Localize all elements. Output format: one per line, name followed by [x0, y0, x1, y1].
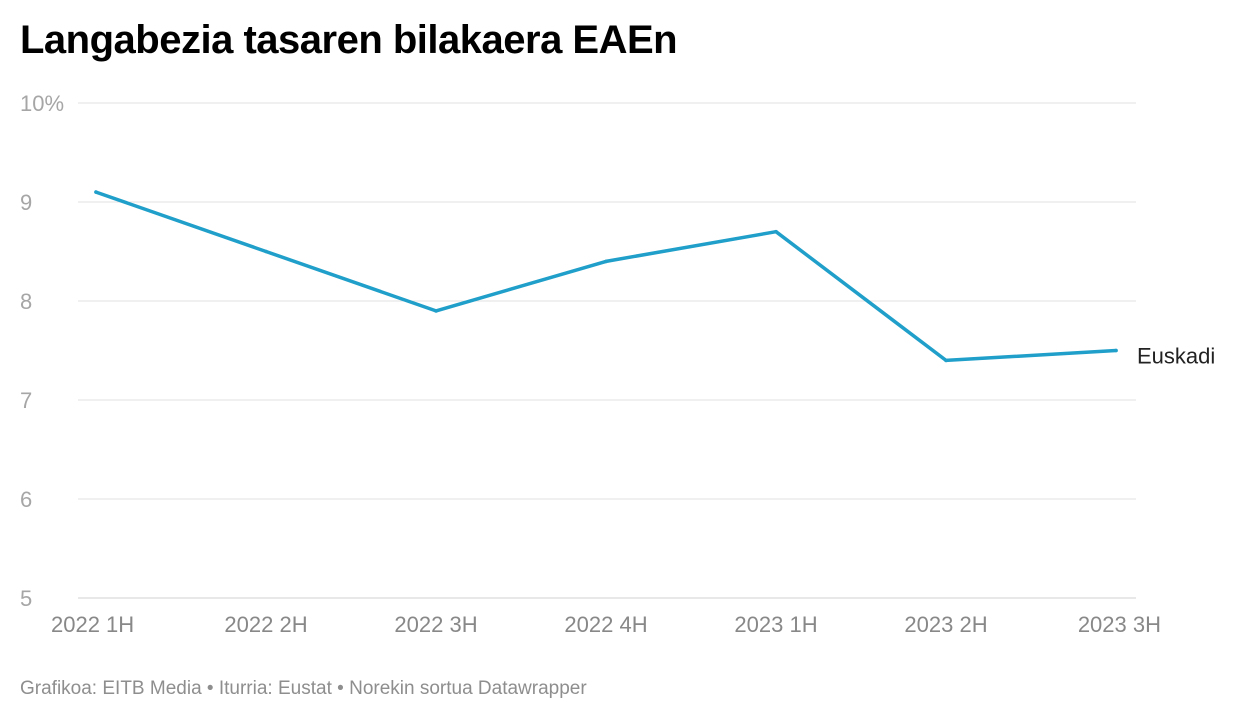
x-tick-label: 2023 3H — [1078, 612, 1161, 637]
footer-separator: • — [206, 678, 214, 699]
data-point — [1114, 348, 1118, 353]
y-tick-label: 10% — [20, 91, 64, 116]
data-point — [944, 358, 948, 363]
data-point — [264, 249, 268, 254]
series-labels: Euskadi — [1137, 344, 1215, 369]
data-point — [94, 190, 98, 194]
gridlines — [78, 102, 1136, 599]
y-tick-label: 6 — [20, 487, 32, 512]
x-axis-ticks: 2022 1H 2022 2H 2022 3H 2022 4H 2023 1H 2023 … — [51, 612, 1161, 637]
series-lines — [94, 190, 1118, 363]
source-value: Eustat — [278, 678, 332, 699]
credit-label: Grafikoa: — [20, 678, 98, 699]
x-tick-label: 2022 4H — [564, 612, 647, 637]
x-tick-label: 2022 2H — [224, 612, 307, 637]
footer-separator: • — [337, 678, 344, 699]
series-line — [94, 190, 1118, 363]
data-point — [434, 309, 438, 313]
credit-value: EITB Media — [102, 678, 202, 699]
y-tick-label: 7 — [20, 388, 32, 413]
series-label: Euskadi — [1137, 344, 1215, 369]
chart-footer: Grafikoa: EITB Media • Iturria: Eustat •… — [20, 678, 587, 700]
tool-credit: Norekin sortua Datawrapper — [349, 678, 587, 699]
y-axis-ticks: 5 6 7 8 9 10% — [20, 91, 64, 611]
y-tick-label: 8 — [20, 289, 32, 314]
data-point — [774, 229, 778, 234]
x-tick-label: 2022 1H — [51, 612, 134, 637]
y-tick-label: 5 — [20, 586, 32, 611]
x-tick-label: 2023 2H — [904, 612, 987, 637]
x-tick-label: 2023 1H — [734, 612, 817, 637]
y-tick-label: 9 — [20, 190, 32, 215]
x-tick-label: 2022 3H — [394, 612, 477, 637]
chart-title: Langabezia tasaren bilakaera EAEn — [20, 18, 678, 62]
source-label: Iturria: — [218, 678, 273, 699]
data-point — [604, 259, 608, 264]
